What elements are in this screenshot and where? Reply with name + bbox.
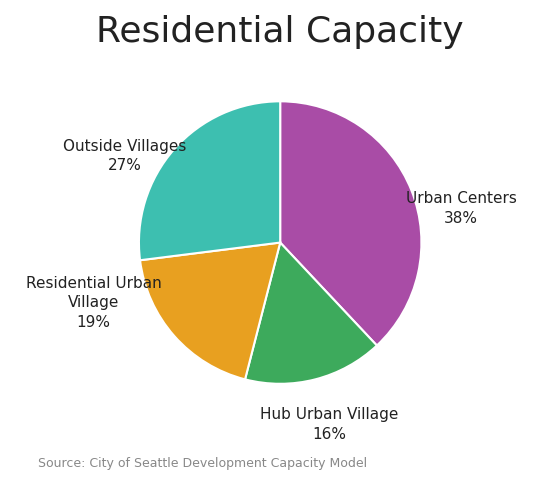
- Text: Outside Villages
27%: Outside Villages 27%: [63, 138, 186, 173]
- Text: Residential Urban
Village
19%: Residential Urban Village 19%: [26, 275, 162, 329]
- Wedge shape: [245, 243, 377, 384]
- Wedge shape: [139, 102, 280, 261]
- Text: Urban Centers
38%: Urban Centers 38%: [405, 191, 517, 225]
- Wedge shape: [140, 243, 280, 380]
- Wedge shape: [280, 102, 422, 346]
- Text: Hub Urban Village
16%: Hub Urban Village 16%: [260, 406, 399, 441]
- Text: Source: City of Seattle Development Capacity Model: Source: City of Seattle Development Capa…: [38, 456, 367, 468]
- Title: Residential Capacity: Residential Capacity: [96, 15, 464, 49]
